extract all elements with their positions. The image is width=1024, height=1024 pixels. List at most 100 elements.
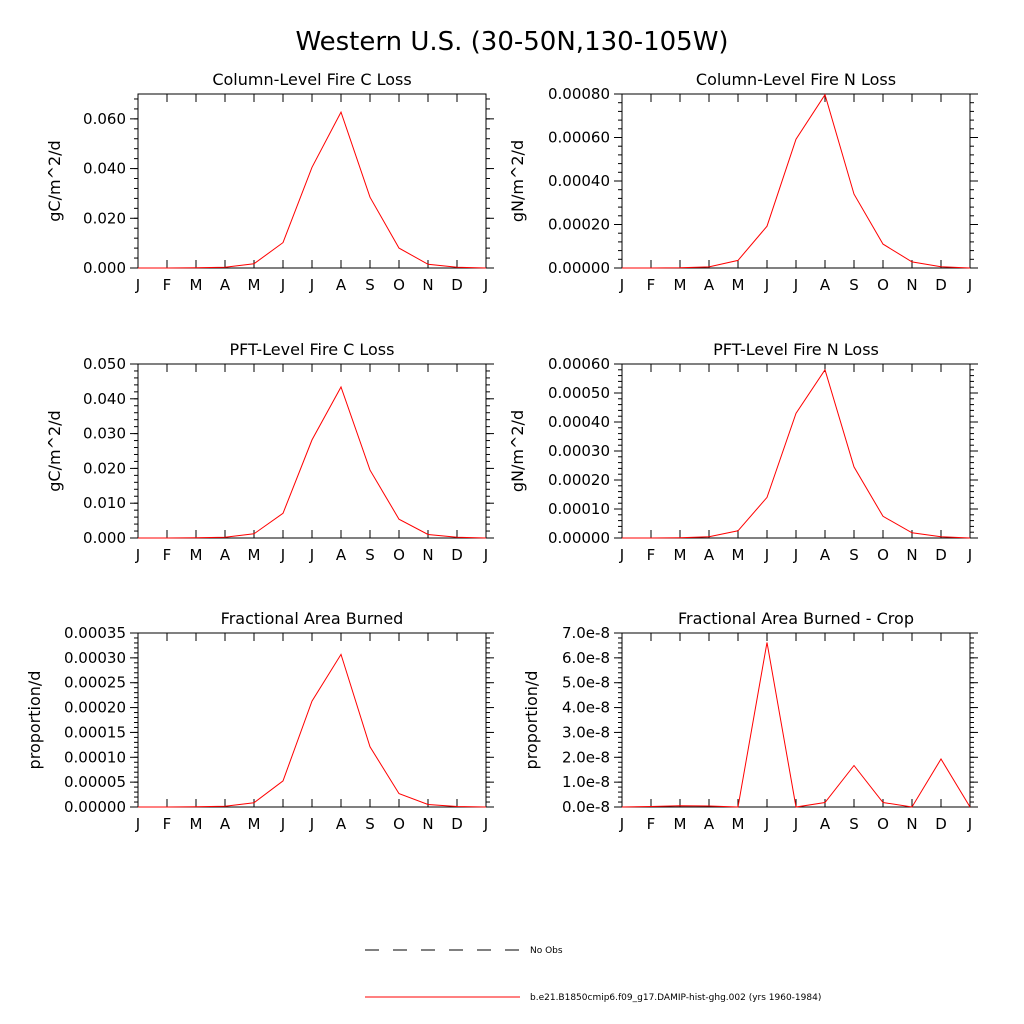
series-line-1 <box>138 385 487 539</box>
x-tick-label: A <box>704 546 715 564</box>
x-tick-label: D <box>935 546 947 564</box>
y-tick-label: 0.00000 <box>64 798 126 816</box>
x-tick-label: D <box>451 546 463 564</box>
x-tick-label: J <box>483 815 488 833</box>
x-tick-label: O <box>393 276 405 294</box>
y-axis-label: gC/m^2/d <box>45 140 64 221</box>
x-tick-label: F <box>647 815 656 833</box>
x-tick-label: F <box>647 276 656 294</box>
y-tick-label: 0.020 <box>83 459 126 477</box>
series-line-1 <box>138 653 487 808</box>
x-tick-label: N <box>906 546 917 564</box>
x-tick-label: J <box>967 546 972 564</box>
x-tick-label: M <box>732 546 745 564</box>
panel-title: Column-Level Fire N Loss <box>696 70 896 89</box>
x-tick-label: A <box>820 815 831 833</box>
plot-frame <box>621 93 971 269</box>
x-tick-label: J <box>309 815 314 833</box>
y-tick-label: 0.00020 <box>548 216 610 234</box>
x-tick-label: M <box>674 276 687 294</box>
x-tick-label: J <box>793 815 798 833</box>
y-tick-label: 0.00005 <box>64 773 126 791</box>
y-tick-label: 0.00030 <box>548 442 610 460</box>
x-tick-label: M <box>248 815 261 833</box>
x-tick-label: D <box>451 276 463 294</box>
x-tick-label: M <box>674 546 687 564</box>
x-tick-label: J <box>309 546 314 564</box>
x-tick-label: J <box>967 815 972 833</box>
y-tick-label: 0.00010 <box>64 748 126 766</box>
y-tick-label: 0.00020 <box>548 471 610 489</box>
x-tick-label: S <box>849 815 859 833</box>
series-line-1 <box>621 642 971 808</box>
y-tick-label: 0.00060 <box>548 129 610 147</box>
plot-frame <box>621 363 971 539</box>
x-tick-label: J <box>619 815 624 833</box>
x-tick-label: J <box>764 815 769 833</box>
x-tick-label: J <box>793 276 798 294</box>
y-tick-label: 0.00030 <box>64 649 126 667</box>
series-line-1 <box>138 110 487 269</box>
y-axis-label: gC/m^2/d <box>45 410 64 491</box>
x-tick-label: M <box>248 546 261 564</box>
x-tick-label: A <box>704 815 715 833</box>
y-tick-label: 0.000 <box>83 529 126 547</box>
y-tick-label: 0.00015 <box>64 723 126 741</box>
x-tick-label: J <box>135 815 140 833</box>
x-tick-label: A <box>820 546 831 564</box>
legend-label-no-obs: No Obs <box>530 946 563 956</box>
x-tick-label: A <box>336 815 347 833</box>
x-tick-label: S <box>365 815 375 833</box>
y-tick-label: 2.0e-8 <box>562 748 610 766</box>
y-tick-label: 5.0e-8 <box>562 674 610 692</box>
y-tick-label: 3.0e-8 <box>562 723 610 741</box>
x-tick-label: J <box>309 276 314 294</box>
y-tick-label: 0.00000 <box>548 259 610 277</box>
series-line-1 <box>622 93 971 269</box>
y-axis-label: proportion/d <box>25 671 44 770</box>
y-axis-label: gN/m^2/d <box>508 410 527 492</box>
figure-title: Western U.S. (30-50N,130-105W) <box>295 27 728 57</box>
x-tick-label: J <box>135 546 140 564</box>
y-tick-label: 4.0e-8 <box>562 699 610 717</box>
y-tick-label: 0.020 <box>83 209 126 227</box>
legend: No Obs b.e21.B1850cmip6.f09_g17.DAMIP-hi… <box>365 946 821 1003</box>
x-tick-label: J <box>764 276 769 294</box>
x-tick-label: J <box>967 276 972 294</box>
y-tick-label: 0.040 <box>83 160 126 178</box>
y-tick-label: 7.0e-8 <box>562 624 610 642</box>
panel-title: PFT-Level Fire N Loss <box>713 340 879 359</box>
y-tick-label: 0.030 <box>83 425 126 443</box>
x-tick-label: N <box>422 276 433 294</box>
x-tick-label: J <box>135 276 140 294</box>
y-tick-label: 0.060 <box>83 110 126 128</box>
y-tick-label: 0.00040 <box>548 413 610 431</box>
y-tick-label: 0.050 <box>83 355 126 373</box>
x-tick-label: D <box>451 815 463 833</box>
x-tick-label: M <box>732 815 745 833</box>
y-tick-label: 0.00050 <box>548 384 610 402</box>
y-tick-label: 0.00040 <box>548 172 610 190</box>
x-tick-label: J <box>280 815 285 833</box>
x-tick-label: J <box>793 546 798 564</box>
panel-title: Fractional Area Burned <box>221 609 404 628</box>
y-axis-label: gN/m^2/d <box>508 140 527 222</box>
x-tick-label: S <box>849 276 859 294</box>
y-tick-label: 0.00000 <box>548 529 610 547</box>
x-tick-label: F <box>647 546 656 564</box>
x-tick-label: O <box>877 815 889 833</box>
x-tick-label: O <box>877 276 889 294</box>
x-tick-label: J <box>619 276 624 294</box>
y-tick-label: 0.040 <box>83 390 126 408</box>
x-tick-label: S <box>365 546 375 564</box>
x-tick-label: F <box>163 546 172 564</box>
x-tick-label: N <box>422 815 433 833</box>
x-tick-label: A <box>220 546 231 564</box>
